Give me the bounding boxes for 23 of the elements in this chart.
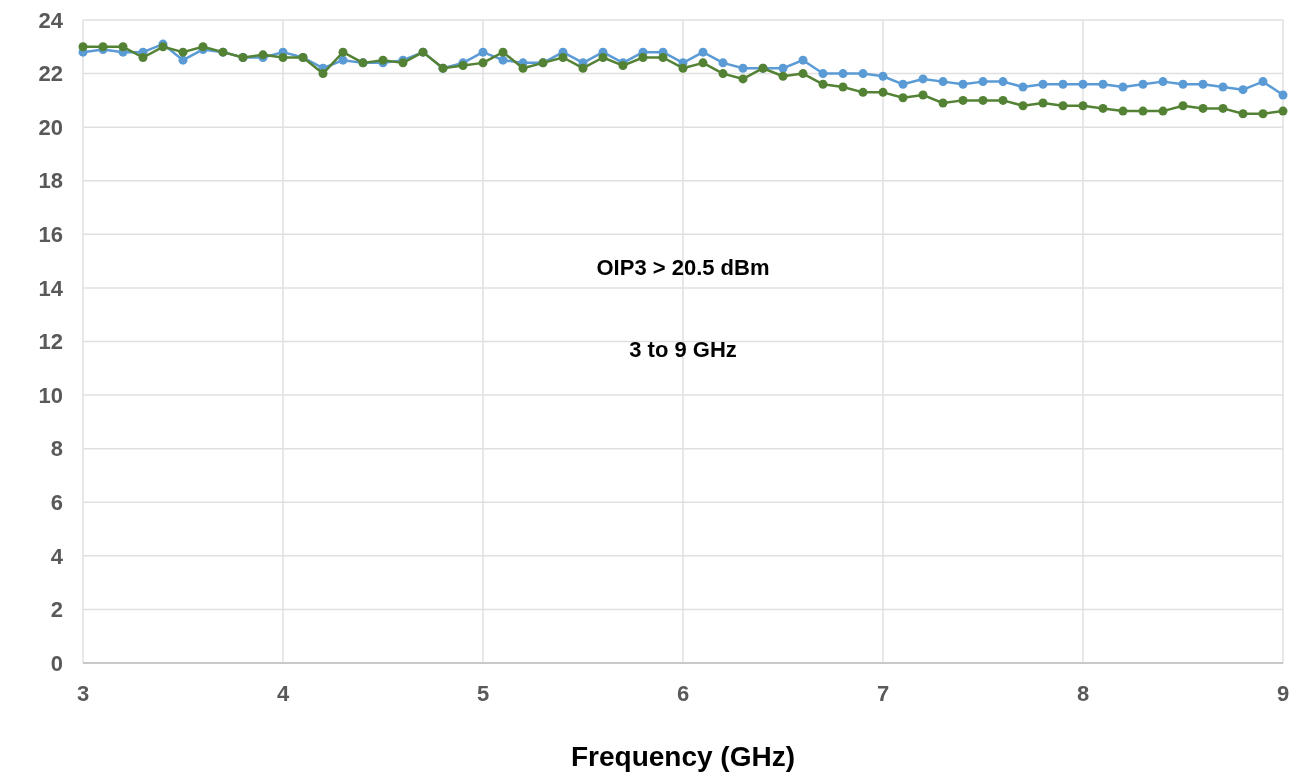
x-tick-label: 3 [76,681,90,706]
x-tick-label: 6 [676,681,690,706]
x-axis-title: Frequency (GHz) [570,741,796,772]
y-tick-label: 10 [38,382,63,408]
y-tick-label: 4 [50,543,64,569]
y-tick-label: 6 [50,489,63,515]
x-tick-label: 9 [1276,681,1290,706]
y-tick-label: 24 [38,7,64,33]
x-tick-label: 5 [476,681,490,706]
x-tick-label: 8 [1076,681,1090,706]
annotation: OIP3 > 20.5 dBm [596,255,770,280]
y-tick-label: 12 [38,329,63,355]
y-tick-label: 22 [38,61,63,87]
y-tick-label: 18 [38,168,63,194]
annotation: 3 to 9 GHz [629,337,737,362]
y-tick-label: 14 [38,275,64,301]
x-tick-label: 4 [276,681,290,706]
x-tick-label: 7 [876,681,890,706]
y-tick-label: 16 [38,222,63,248]
y-tick-label: 2 [50,597,63,623]
y-tick-label: 20 [38,114,63,140]
y-tick-label: 8 [50,436,63,462]
y-tick-label: 0 [50,650,63,676]
